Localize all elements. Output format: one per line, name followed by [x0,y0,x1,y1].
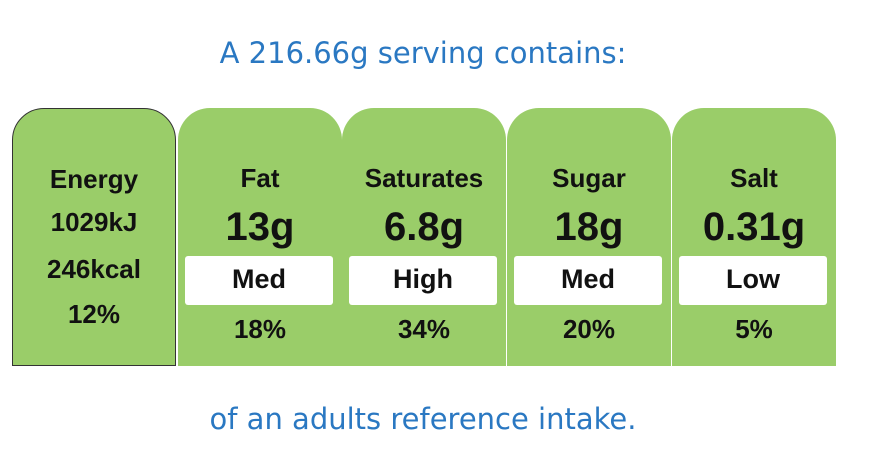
nutrient-card: Fat 13g Med 18% [178,108,342,366]
nutrient-amount: 6.8g [383,205,465,249]
nutrient-level: Med [232,264,286,294]
nutrient-name: Salt [730,163,778,193]
nutrient-amount: 18g [554,205,624,249]
nutrient-percent: 34% [397,314,451,344]
energy-kcal: 246kcal [47,254,141,284]
level-box: Med [185,256,333,305]
energy-kj: 1029kJ [50,207,138,237]
nutrient-name: Sugar [552,163,626,193]
energy-label: Energy [49,164,139,194]
nutrient-level: Low [726,264,780,294]
nutrient-percent: 18% [233,314,287,344]
nutrient-name: Saturates [364,163,484,193]
energy-card: Energy 1029kJ 246kcal 12% [12,108,176,366]
nutrient-name: Fat [240,163,280,193]
level-box: Low [679,256,827,305]
nutrient-card: Salt 0.31g Low 5% [672,108,836,366]
nutrient-percent: 20% [562,314,616,344]
header-title: A 216.66g serving contains: [219,36,627,70]
nutrient-card: Sugar 18g Med 20% [507,108,671,366]
energy-percent: 12% [67,299,121,329]
nutrient-card: Saturates 6.8g High 34% [342,108,506,366]
nutrient-amount: 0.31g [702,205,806,249]
nutrient-level: High [393,264,453,294]
level-box: Med [514,256,662,305]
nutrient-amount: 13g [225,205,295,249]
footer-text: of an adults reference intake. [209,402,637,436]
nutrient-percent: 5% [735,314,773,344]
level-box: High [349,256,497,305]
nutrient-level: Med [561,264,615,294]
